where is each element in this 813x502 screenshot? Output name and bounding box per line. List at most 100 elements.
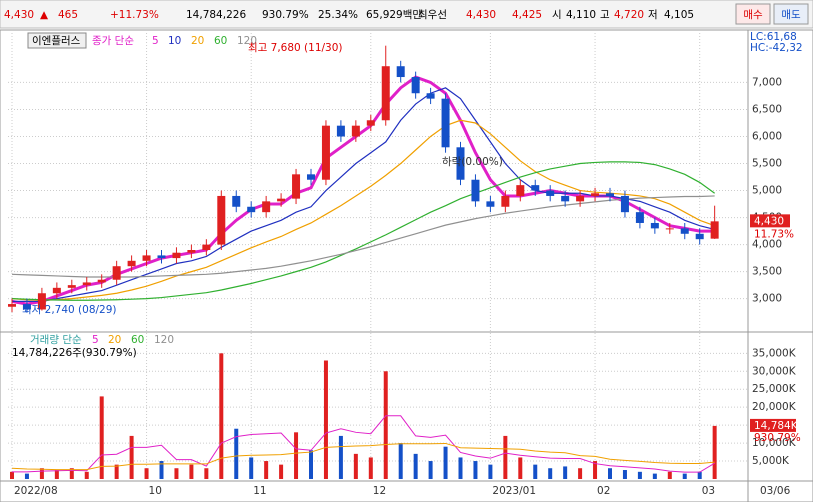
candle-body <box>620 195 629 213</box>
toolbar-field: +11.73% <box>110 9 159 21</box>
toolbar-field: 65,929백만 <box>366 9 422 21</box>
lc-label: LC:61,68 <box>750 31 797 43</box>
candle-body <box>82 282 91 286</box>
x-tick-label: 11 <box>253 485 266 497</box>
toolbar-button-label[interactable]: 매수 <box>743 9 763 21</box>
candle-body <box>142 255 151 261</box>
volume-bar <box>458 457 463 479</box>
y-tick-label: 30,000K <box>752 365 797 377</box>
toolbar-field: 465 <box>58 9 78 21</box>
volume-bar <box>99 396 104 479</box>
toolbar-field: 저 <box>648 9 658 21</box>
candle-body <box>67 285 76 288</box>
candle-body <box>396 66 405 78</box>
volume-bar <box>548 468 553 479</box>
moving-average <box>11 161 716 301</box>
candle-body <box>321 125 330 180</box>
stock-name[interactable]: 이엔플러스 <box>32 35 81 47</box>
legend-item: 5 <box>92 334 99 346</box>
volume-bar <box>129 435 134 479</box>
legend-item: 10 <box>168 35 181 47</box>
legend-item: 60 <box>214 35 227 47</box>
x-tick-label: 2023/01 <box>492 485 536 497</box>
volume-bar <box>10 471 14 479</box>
candle-body <box>247 206 256 213</box>
y-tick-label: 6,500 <box>752 103 782 115</box>
toolbar <box>0 0 813 29</box>
y-tick-label: 20,000K <box>752 401 797 413</box>
toolbar-button[interactable] <box>773 3 809 25</box>
candle-body <box>516 185 525 196</box>
high-annotation: 최고 7,680 (11/30) <box>248 42 343 54</box>
candle-body <box>680 228 689 234</box>
volume-bar <box>383 371 388 479</box>
volume-bar <box>294 432 299 479</box>
candle-body <box>426 93 435 99</box>
candle-body <box>232 195 241 207</box>
volume-bar <box>234 428 239 479</box>
legend-item: 20 <box>191 35 204 47</box>
volume-bar <box>189 464 194 479</box>
volume-bar <box>697 471 702 479</box>
toolbar-field: 시 <box>552 9 562 21</box>
y-tick-label: 6,000 <box>752 130 782 142</box>
x-tick-label: 02 <box>597 485 610 497</box>
candle-body <box>172 252 181 259</box>
candle-body <box>591 193 600 196</box>
legend-item: 120 <box>237 35 257 47</box>
candle-body <box>22 304 31 310</box>
x-tick-label: 03 <box>702 485 715 497</box>
current-volume: 14,784K <box>754 420 799 432</box>
candle-body <box>576 195 585 202</box>
toolbar-field: 4,105 <box>664 9 694 21</box>
candle-body <box>292 174 301 199</box>
toolbar-button-label[interactable]: 매도 <box>781 9 801 21</box>
volume-bar <box>443 446 448 479</box>
x-tick-label: 2022/08 <box>14 485 58 497</box>
volume-bar <box>309 450 313 479</box>
hc-label: HC:-42,32 <box>750 42 803 54</box>
candle-body <box>441 98 450 148</box>
candle-body <box>277 198 286 202</box>
legend-title: 거래량 단순 <box>30 334 82 346</box>
legend-item: 5 <box>152 35 159 47</box>
volume-bar <box>69 468 74 479</box>
candle-body <box>501 195 510 207</box>
volume-bar <box>84 471 89 479</box>
candle-body <box>665 228 674 230</box>
toolbar-field: 4,110 <box>566 9 596 21</box>
volume-bar <box>473 461 478 479</box>
volume-bar <box>249 457 254 479</box>
volume-bar <box>563 466 568 479</box>
candle-body <box>112 266 121 280</box>
moving-average <box>11 195 715 278</box>
volume-bar <box>488 464 493 479</box>
candle-body <box>8 304 16 307</box>
volume-bar <box>652 473 657 479</box>
candle-body <box>97 279 106 283</box>
candle-body <box>456 147 465 180</box>
volume-bar <box>682 473 687 479</box>
toolbar-field: 최우선 <box>418 9 447 21</box>
y-tick-label: 25,000K <box>752 383 797 395</box>
candle-body <box>351 125 360 137</box>
candle-body <box>262 201 271 213</box>
volume-bar <box>533 464 538 479</box>
stock-name-box[interactable] <box>27 32 87 49</box>
volume-bar <box>24 473 29 479</box>
volume-bar <box>279 464 284 479</box>
legend-item: 60 <box>131 334 144 346</box>
frame <box>0 29 813 502</box>
volume-info: 14,784,226주(930.79%) <box>12 347 137 359</box>
y-tick-label: 10,000K <box>752 437 797 449</box>
candle-body <box>411 77 420 94</box>
volume-bar <box>712 425 717 479</box>
toolbar-field: 25.34% <box>318 9 358 21</box>
toolbar-button[interactable] <box>735 3 771 25</box>
toolbar-field: 4,430 <box>4 9 34 21</box>
current-volume-change: 930.79% <box>754 432 801 444</box>
candle-body <box>561 195 570 202</box>
low-annotation: 최저 2,740 (08/29) <box>22 304 117 316</box>
volume-bar <box>398 443 403 479</box>
